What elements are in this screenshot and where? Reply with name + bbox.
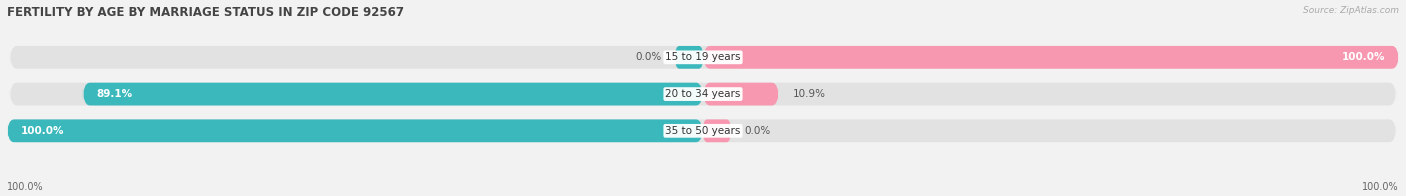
FancyBboxPatch shape [10, 119, 1396, 142]
FancyBboxPatch shape [703, 119, 731, 142]
Text: 35 to 50 years: 35 to 50 years [665, 126, 741, 136]
Text: 100.0%: 100.0% [21, 126, 65, 136]
Text: 100.0%: 100.0% [7, 182, 44, 192]
FancyBboxPatch shape [703, 83, 779, 105]
FancyBboxPatch shape [83, 83, 703, 105]
FancyBboxPatch shape [675, 46, 703, 69]
Text: 15 to 19 years: 15 to 19 years [665, 52, 741, 62]
FancyBboxPatch shape [10, 46, 1396, 69]
Text: 20 to 34 years: 20 to 34 years [665, 89, 741, 99]
Text: 89.1%: 89.1% [97, 89, 134, 99]
Text: 0.0%: 0.0% [636, 52, 661, 62]
Text: 100.0%: 100.0% [1362, 182, 1399, 192]
Text: Source: ZipAtlas.com: Source: ZipAtlas.com [1303, 6, 1399, 15]
Text: 0.0%: 0.0% [745, 126, 770, 136]
FancyBboxPatch shape [7, 119, 703, 142]
Text: FERTILITY BY AGE BY MARRIAGE STATUS IN ZIP CODE 92567: FERTILITY BY AGE BY MARRIAGE STATUS IN Z… [7, 6, 404, 19]
FancyBboxPatch shape [10, 83, 1396, 105]
Text: 100.0%: 100.0% [1341, 52, 1385, 62]
FancyBboxPatch shape [703, 46, 1399, 69]
Text: 10.9%: 10.9% [793, 89, 825, 99]
